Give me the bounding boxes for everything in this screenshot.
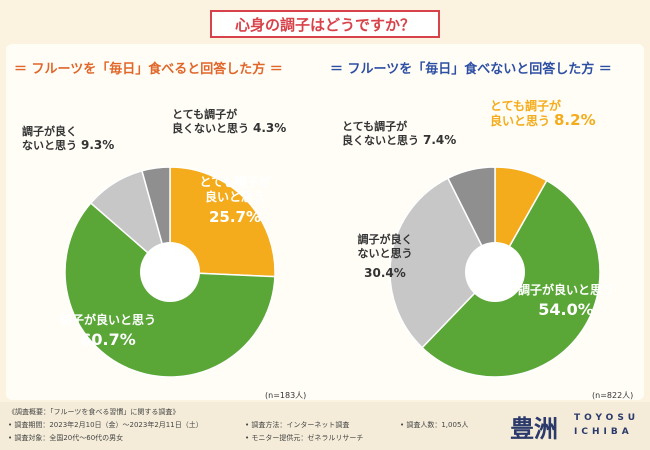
chart1-label-good: 調子が良いと思う bbox=[60, 312, 156, 327]
logo-latin-bottom: ICHIBA bbox=[574, 427, 633, 437]
chart1-value-not_good: 9.3% bbox=[81, 138, 114, 152]
chart1-label-very_bad: とても調子が良くないと思う bbox=[172, 107, 249, 135]
chart1-value-very_good: 25.7% bbox=[209, 208, 261, 226]
left-sample-size: (n=183人) bbox=[265, 391, 307, 400]
left-chart-heading: ＝ フルーツを「毎日」食べると回答した方 ＝ bbox=[14, 62, 283, 77]
chart2-center-hole bbox=[465, 242, 525, 302]
chart2-label-good: 調子が良いと思う bbox=[518, 282, 614, 297]
chart2-value-very_bad: 7.4% bbox=[423, 133, 456, 147]
toyosu-ichiba-logo: 豊洲 TOYOSU ICHIBA bbox=[510, 405, 645, 445]
chart2-label-very_good: とても調子が良いと思う bbox=[490, 98, 561, 128]
chart1-center-hole bbox=[140, 242, 200, 302]
survey-method: • 調査方法：インターネット調査 bbox=[245, 421, 350, 429]
page-title: 心身の調子はどうですか？ bbox=[210, 10, 440, 38]
chart1-label-very_good: とても調子が良いと思う bbox=[199, 174, 270, 204]
chart2-label-not_good: 調子が良くないと思う bbox=[358, 232, 413, 260]
logo-latin-top: TOYOSU bbox=[574, 413, 640, 423]
footer: 《調査概要：「フルーツを食べる習慣」に関する調査》 • 調査期間：2023年2月… bbox=[0, 402, 650, 450]
survey-target: • 調査対象：全国20代〜60代の男女 bbox=[8, 434, 124, 442]
chart1-label-not_good: 調子が良くないと思う bbox=[22, 124, 77, 152]
survey-overview: 《調査概要：「フルーツを食べる習慣」に関する調査》 bbox=[8, 408, 180, 416]
chart2-value-not_good: 30.4% bbox=[364, 266, 406, 280]
chart2-label-very_bad: とても調子が良くないと思う bbox=[342, 119, 419, 147]
right-sample-size: (n=822人) bbox=[592, 391, 634, 400]
chart1-value-very_bad: 4.3% bbox=[253, 121, 286, 135]
chart2-value-good: 54.0% bbox=[538, 300, 594, 319]
survey-count: • 調査人数：1,005人 bbox=[400, 421, 469, 429]
survey-period: • 調査期間：2023年2月10日（金）〜2023年2月11日（土） bbox=[8, 421, 203, 429]
chart2-value-very_good: 8.2% bbox=[554, 111, 596, 129]
chart1-slice-very_good bbox=[169, 166, 276, 278]
chart1-value-good: 60.7% bbox=[80, 330, 136, 349]
logo-kanji: 豊洲 bbox=[510, 414, 558, 443]
right-chart-heading: ＝ フルーツを「毎日」食べないと回答した方 ＝ bbox=[330, 62, 612, 77]
monitor-provider: • モニター提供元：ゼネラルリサーチ bbox=[245, 434, 364, 442]
